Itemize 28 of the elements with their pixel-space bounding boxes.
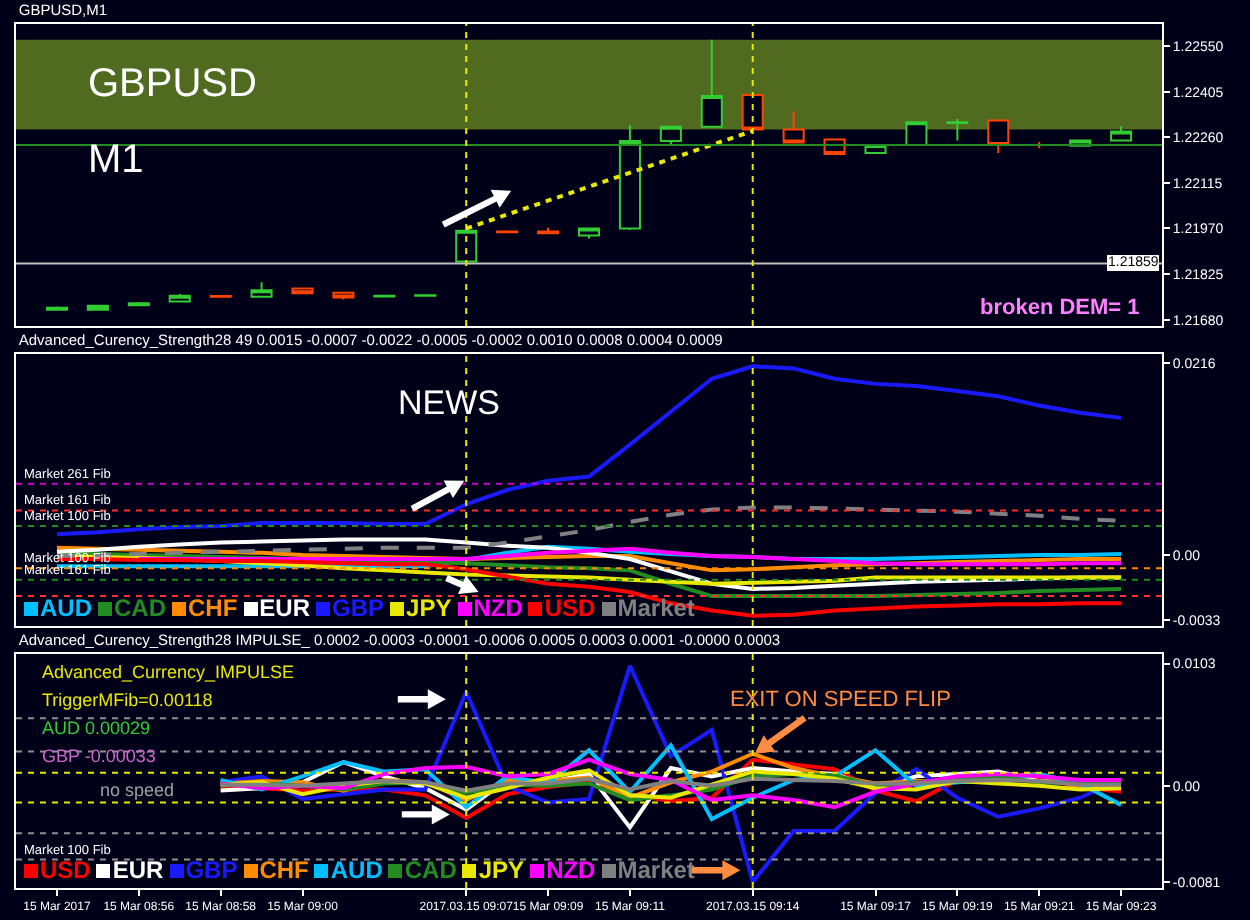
legend-label: AUD bbox=[40, 594, 92, 622]
legend-label: GBP bbox=[332, 594, 385, 622]
legend-label: EUR bbox=[112, 856, 164, 884]
annotation: broken DEM= 1 bbox=[980, 296, 1140, 320]
legend-label: USD bbox=[40, 856, 91, 884]
annotation: AUD 0.00029 bbox=[42, 718, 151, 738]
annotation: Advanced_Currency_IMPULSE bbox=[42, 662, 295, 682]
annotation: NEWS bbox=[398, 384, 500, 422]
annotation: no speed bbox=[100, 780, 175, 800]
annotation: GBPUSD bbox=[88, 62, 257, 106]
legend-label: CHF bbox=[188, 594, 238, 622]
legend-label: Market bbox=[617, 594, 695, 622]
legend-label: CAD bbox=[404, 856, 457, 884]
annotation: M1 bbox=[88, 138, 144, 182]
legend-label: NZD bbox=[546, 856, 596, 884]
legend-label: GBP bbox=[185, 856, 238, 884]
legend-label: EUR bbox=[259, 594, 311, 622]
annotation: GBP -0.00033 bbox=[42, 746, 156, 766]
legend-label: USD bbox=[544, 594, 596, 622]
legend-label: JPY bbox=[478, 856, 525, 884]
legend-label: AUD bbox=[330, 856, 383, 884]
annotation: TriggerMFib=0.00118 bbox=[42, 690, 213, 710]
legend-label: CAD bbox=[114, 594, 166, 622]
legend-label: JPY bbox=[406, 594, 452, 622]
annotation: EXIT ON SPEED FLIP bbox=[730, 688, 951, 712]
legend-label: CHF bbox=[259, 856, 309, 884]
legend-label: NZD bbox=[473, 594, 523, 622]
legend-label: Market bbox=[617, 856, 695, 884]
